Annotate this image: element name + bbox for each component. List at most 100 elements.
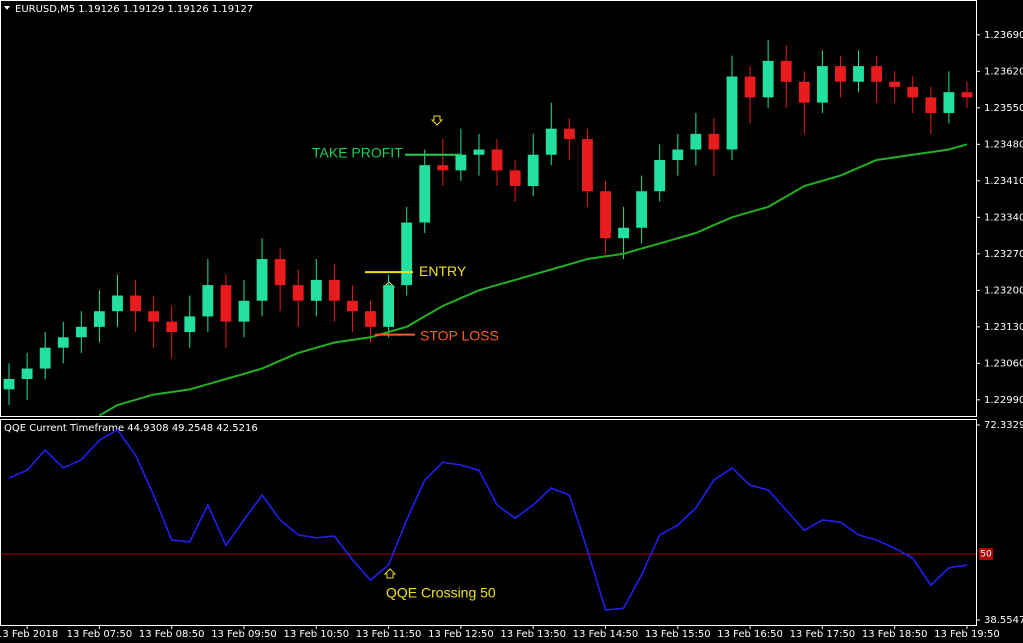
candle-body — [708, 133, 720, 150]
candle-body — [256, 259, 268, 301]
candle-body — [654, 159, 666, 192]
x-tick-label: 13 Feb 17:50 — [790, 629, 856, 640]
indicator-title: QQE Current Timeframe 44.9308 49.2548 42… — [4, 423, 258, 434]
candle-body — [455, 154, 467, 171]
y-tick-label: 1.23550 — [984, 103, 1023, 114]
candle-body — [618, 227, 629, 239]
candle-body — [473, 149, 485, 155]
x-tick-label: 13 Feb 08:50 — [139, 629, 205, 640]
candle-body — [491, 149, 503, 171]
sell-arrow — [430, 115, 444, 126]
candle-body — [726, 76, 738, 150]
y-tick-label: 1.23200 — [984, 285, 1023, 296]
level-label-box — [979, 547, 993, 560]
x-tick-label: 13 Feb 11:50 — [356, 629, 422, 640]
x-tick-label: 13 Feb 09:50 — [211, 629, 277, 640]
y-tick-label: 1.23480 — [984, 139, 1023, 150]
y-tick-label: 1.23340 — [984, 212, 1023, 223]
x-tick-label: 13 Feb 15:50 — [645, 629, 711, 640]
x-tick-label: 13 Feb 10:50 — [283, 629, 349, 640]
candle-body — [600, 191, 611, 239]
annotation-label: STOP LOSS — [420, 327, 499, 343]
candle-body — [93, 311, 105, 327]
candle-body — [943, 92, 955, 114]
x-tick-label: 13 Feb 12:50 — [428, 629, 494, 640]
y-tick-label: 72.3329 — [984, 420, 1023, 431]
main-title: EURUSD,M5 1.19126 1.19129 1.19126 1.1912… — [15, 4, 253, 15]
candle-body — [835, 66, 846, 82]
candle-body — [202, 285, 214, 317]
annotation-label: ENTRY — [419, 263, 467, 279]
candle-body — [21, 368, 33, 379]
candle-body — [798, 81, 810, 103]
y-tick-label: 1.23060 — [984, 358, 1023, 369]
y-tick-label: 1.22990 — [984, 395, 1023, 406]
candles — [3, 40, 973, 406]
level-label: 50 — [980, 549, 992, 559]
candle-body — [328, 279, 340, 301]
candle-body — [545, 128, 557, 155]
candle-body — [347, 300, 358, 312]
y-tick-label: 1.23410 — [984, 176, 1023, 187]
candle-body — [419, 165, 431, 223]
x-tick-label: 13 Feb 2018 — [0, 629, 58, 640]
candle-body — [220, 285, 232, 322]
candle-body — [871, 66, 883, 82]
candle-body — [383, 285, 395, 327]
candle-body — [3, 378, 15, 390]
candle-body — [130, 295, 141, 312]
candle-body — [581, 139, 593, 192]
symbol-menu-icon — [4, 6, 10, 10]
candle-body — [925, 97, 937, 114]
candle-body — [75, 326, 87, 338]
y-tick-label: 1.23620 — [984, 66, 1023, 77]
candle-body — [762, 60, 774, 98]
x-tick-label: 13 Feb 14:50 — [573, 629, 639, 640]
candle-body — [238, 300, 250, 322]
annotation-label: QQE Crossing 50 — [386, 585, 496, 601]
candle-body — [563, 128, 575, 140]
annotation-label: TAKE PROFIT — [312, 144, 403, 160]
candle-body — [148, 311, 160, 322]
y-tick-label: 1.23130 — [984, 322, 1023, 333]
candle-body — [184, 316, 196, 333]
candle-body — [690, 133, 702, 150]
x-tick-label: 13 Feb 13:50 — [500, 629, 566, 640]
candle-body — [365, 311, 376, 327]
candle-body — [39, 347, 51, 369]
x-tick-label: 13 Feb 19:50 — [934, 629, 1000, 640]
candle-body — [166, 321, 178, 333]
moving-average — [98, 143, 968, 417]
candle-body — [744, 76, 756, 98]
y-tick-label: 38.5547 — [984, 615, 1023, 626]
candle-body — [112, 295, 123, 312]
candle-body — [401, 222, 413, 286]
indicator-panel-border — [0, 419, 977, 626]
candle-body — [816, 66, 828, 103]
candle-body — [636, 191, 648, 228]
crossing-arrow — [383, 568, 397, 579]
candle-body — [672, 149, 684, 160]
main-panel-border — [0, 0, 977, 417]
y-tick-label: 1.23690 — [984, 30, 1023, 41]
signal-arrows — [382, 115, 444, 579]
candle-body — [57, 337, 69, 348]
candle-body — [907, 86, 919, 98]
x-tick-label: 13 Feb 16:50 — [717, 629, 783, 640]
candle-body — [274, 259, 286, 286]
candle-body — [292, 285, 304, 301]
x-tick-label: 13 Feb 18:50 — [862, 629, 928, 640]
qqe-line — [8, 428, 968, 611]
candle-body — [527, 154, 539, 187]
candle-body — [889, 81, 901, 87]
candle-body — [437, 165, 449, 171]
candle-body — [853, 66, 864, 82]
y-tick-label: 1.23270 — [984, 249, 1023, 260]
candle-body — [310, 279, 322, 301]
candle-body — [509, 170, 521, 187]
candle-body — [780, 60, 792, 82]
candle-body — [961, 92, 973, 98]
x-tick-label: 13 Feb 07:50 — [67, 629, 133, 640]
